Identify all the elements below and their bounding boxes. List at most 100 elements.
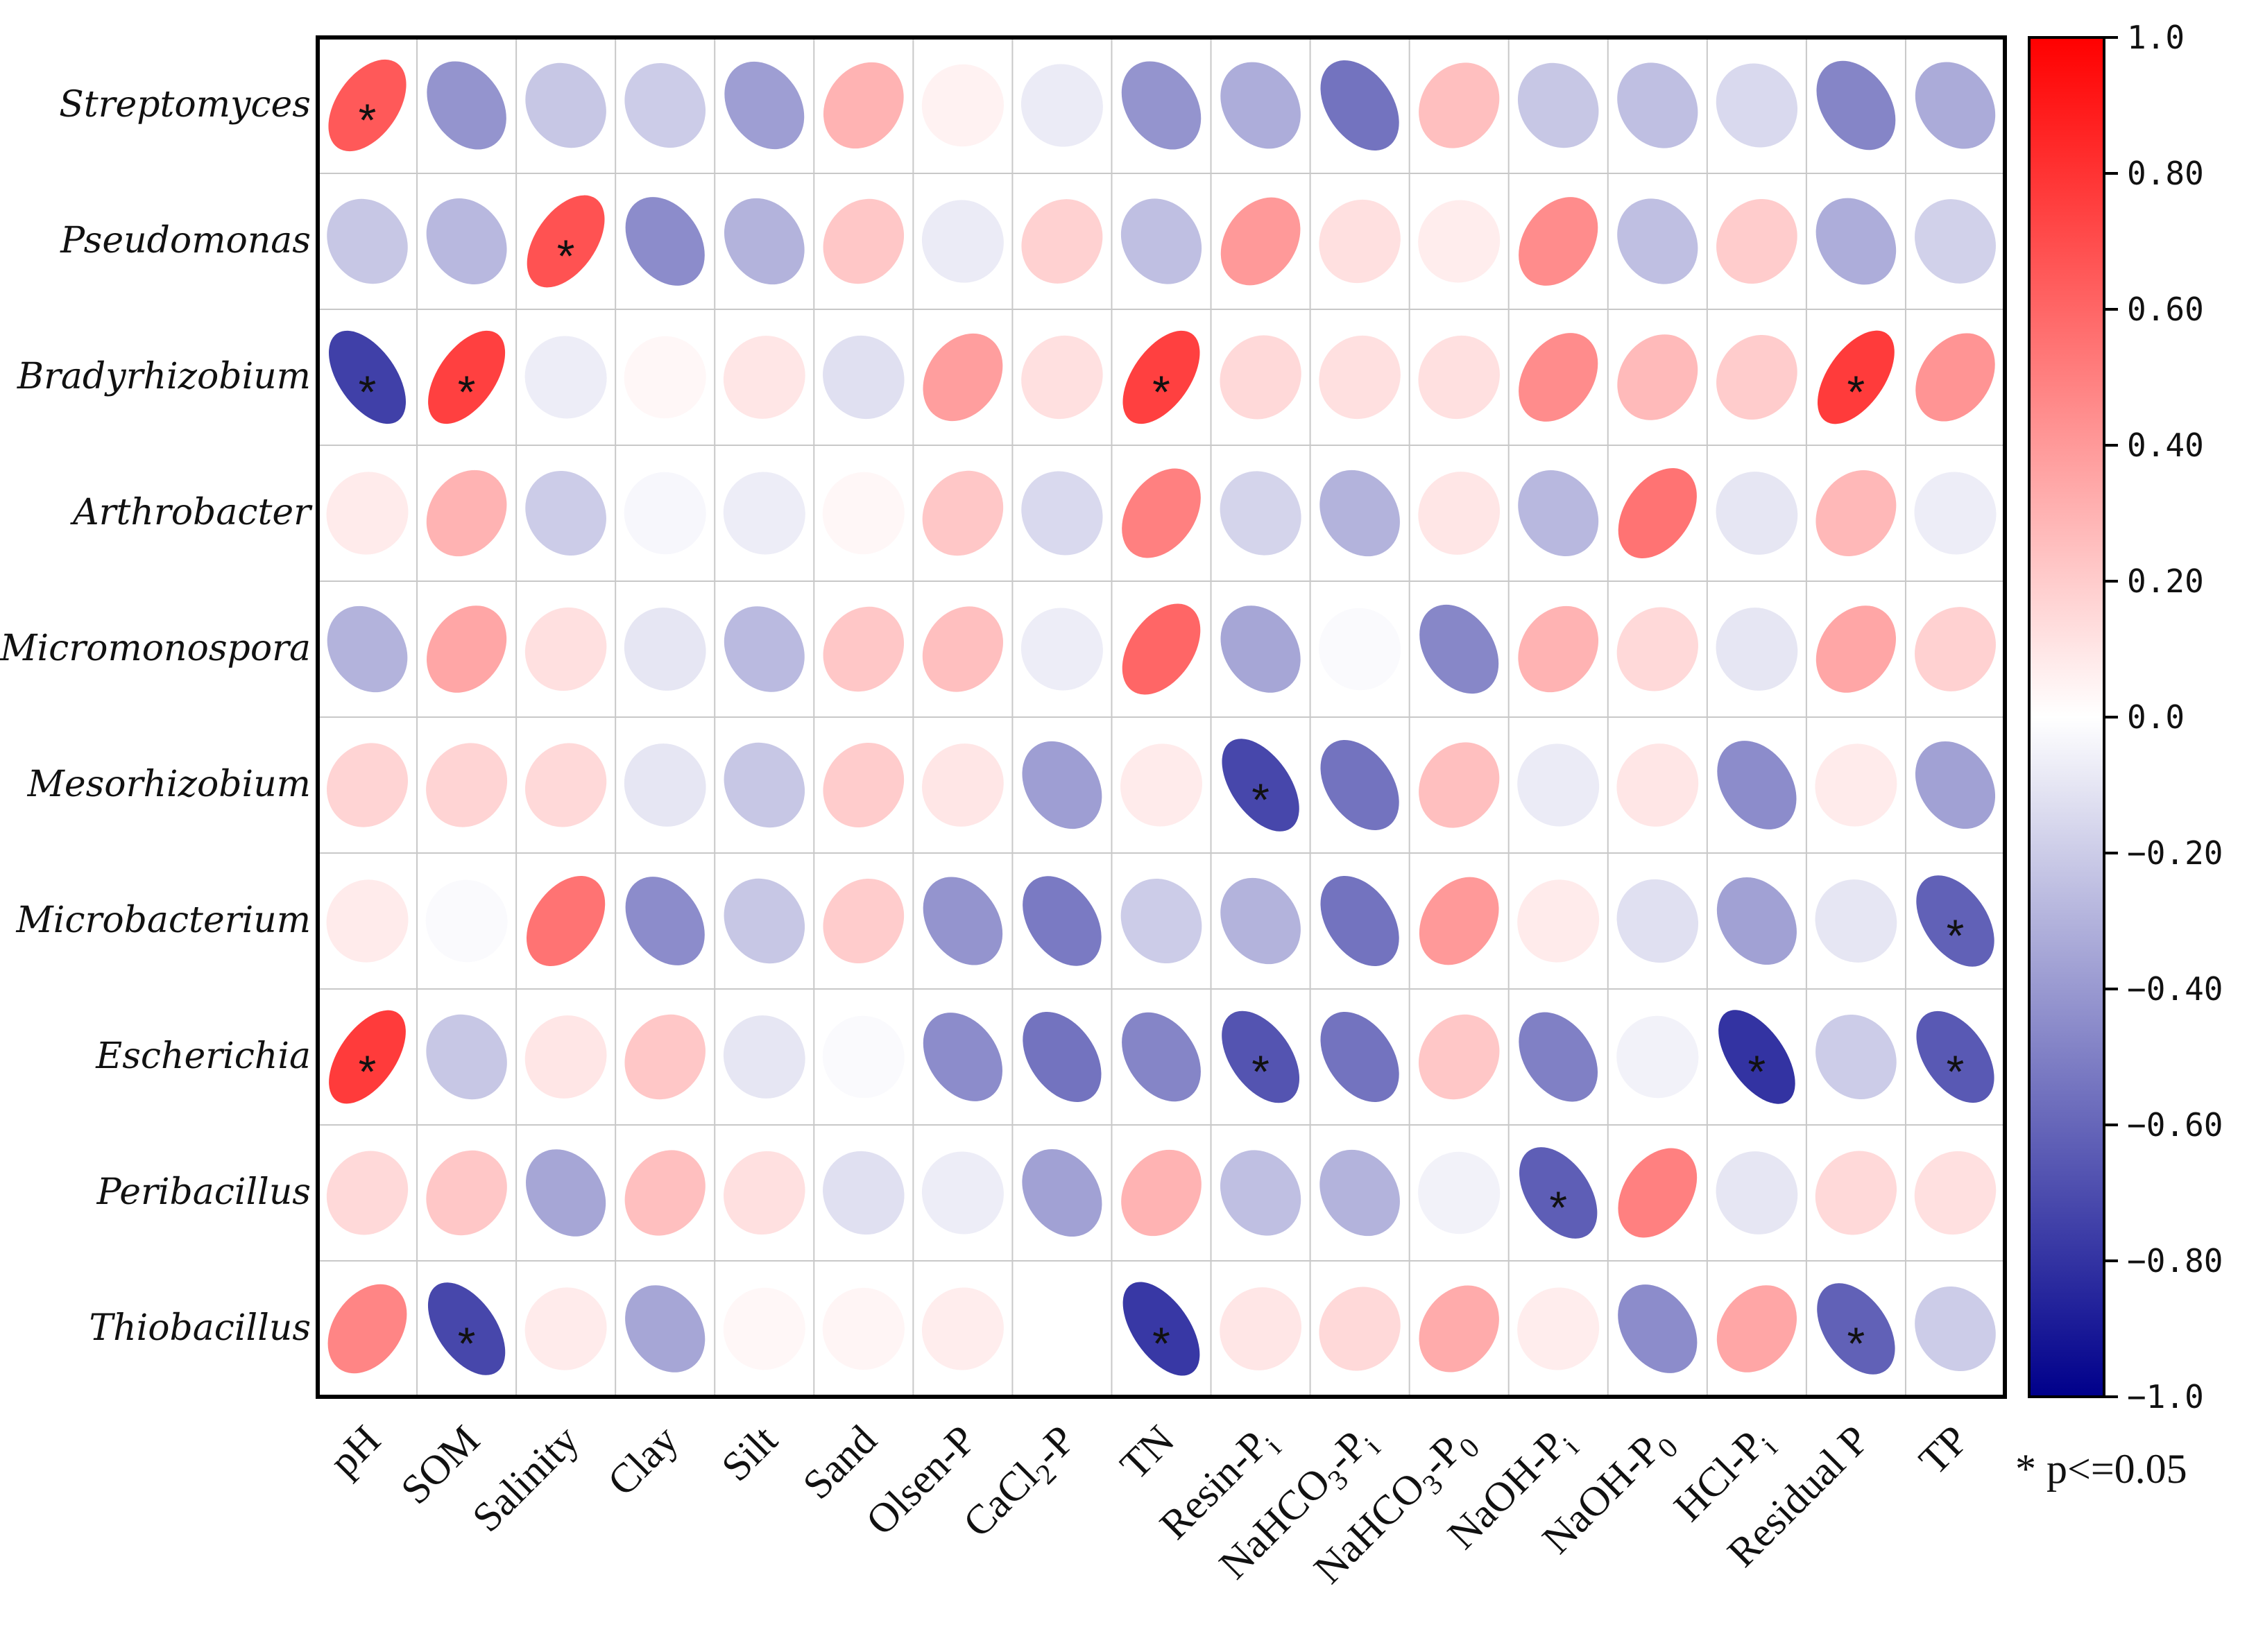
correlation-ellipse [326, 472, 409, 555]
correlation-ellipse [624, 743, 706, 827]
correlation-ellipse [1023, 876, 1102, 966]
correlation-ellipse [426, 198, 507, 284]
colorbar-tick-label: 1.0 [2127, 19, 2185, 56]
colorbar-tick-label: −1.0 [2127, 1378, 2204, 1416]
correlation-ellipse [1519, 1147, 1598, 1239]
colorbar-tick-label: 0.80 [2127, 155, 2204, 192]
correlation-ellipse [724, 742, 805, 828]
correlation-ellipse [625, 197, 705, 286]
correlation-ellipse [1816, 60, 1896, 150]
significance-star: * [1847, 1318, 1865, 1369]
correlation-ellipse [327, 743, 408, 827]
correlation-ellipse [327, 605, 408, 693]
correlation-ellipse [922, 470, 1004, 556]
correlation-ellipse [624, 336, 706, 419]
correlation-ellipse [1818, 330, 1895, 424]
correlation-ellipse [326, 879, 409, 963]
row-label: Streptomyces [59, 84, 311, 126]
significance-note: * p<=0.05 [2015, 1446, 2187, 1492]
correlation-ellipse [1718, 1010, 1795, 1104]
significance-star: * [1549, 1182, 1567, 1233]
correlation-ellipse [624, 608, 706, 691]
correlation-ellipse [1618, 467, 1697, 559]
correlation-ellipse [1319, 1149, 1400, 1237]
colorbar: 1.0 0.80 0.60 0.40 0.20 0.0 −0.20 −0.40 −0.60 −0.… [2028, 19, 2223, 1416]
correlation-ellipse [1023, 1011, 1102, 1103]
significance-star: * [1152, 366, 1170, 418]
correlation-ellipse [1716, 1151, 1798, 1234]
correlation-ellipse [427, 605, 507, 693]
correlation-ellipse [1915, 62, 1996, 149]
correlation-ellipse [1519, 333, 1598, 422]
correlation-ellipse [723, 1015, 805, 1099]
colorbar-ticks: 1.0 0.80 0.60 0.40 0.20 0.0 −0.20 −0.40 −0.60 −0.… [2104, 19, 2223, 1416]
correlation-ellipse [1120, 198, 1202, 284]
correlation-ellipse [724, 61, 805, 150]
column-label: TP [1911, 1417, 1977, 1483]
correlation-ellipse [1616, 607, 1698, 691]
correlation-ellipse [526, 1149, 606, 1237]
correlation-ellipse [823, 1151, 905, 1235]
correlation-ellipse [1616, 879, 1699, 963]
correlation-ellipse [921, 200, 1004, 283]
correlation-ellipse [1418, 335, 1500, 420]
correlation-ellipse [1717, 741, 1797, 829]
correlation-ellipse [624, 1014, 706, 1100]
correlation-ellipse [723, 336, 805, 419]
correlation-ellipse [1320, 1011, 1399, 1103]
correlation-ellipse [1418, 200, 1501, 283]
correlation-ellipse [1418, 472, 1501, 555]
column-label: CaCl2-P [955, 1417, 1089, 1551]
correlation-ellipse [525, 470, 606, 556]
correlation-ellipse [823, 335, 905, 420]
correlation-ellipse [1220, 197, 1301, 286]
correlation-ellipse [923, 877, 1003, 965]
correlation-ellipse [1716, 198, 1797, 284]
significance-star: * [1947, 910, 1965, 961]
correlation-ellipse [822, 1287, 905, 1370]
significance-star: * [1748, 1046, 1766, 1097]
correlation-ellipse [1220, 877, 1301, 965]
correlation-ellipse [1121, 61, 1202, 150]
correlation-ellipse [1716, 1285, 1797, 1373]
correlation-ellipse [1419, 1285, 1499, 1373]
correlation-ellipse [524, 743, 607, 827]
row-label: Peribacillus [96, 1171, 311, 1213]
correlation-ellipse [1815, 743, 1897, 827]
row-labels: Streptomyces Pseudomonas Bradyrhizobium Art… [0, 84, 313, 1349]
correlation-ellipse [1517, 62, 1599, 148]
correlation-ellipse [923, 333, 1003, 422]
correlation-ellipse [1616, 1015, 1699, 1099]
correlation-ellipse [823, 878, 905, 964]
correlation-ellipse [1319, 199, 1401, 284]
colorbar-tick-label: 0.0 [2127, 698, 2185, 736]
correlation-ellipse [1021, 471, 1103, 556]
correlation-ellipse [723, 1287, 805, 1370]
row-label: Arthrobacter [70, 492, 313, 533]
correlation-ellipse [625, 1285, 706, 1373]
correlation-ellipse [1122, 330, 1200, 424]
correlation-ellipse [1319, 335, 1401, 420]
correlation-ellipse [1122, 603, 1201, 695]
correlation-ellipse [1020, 608, 1103, 691]
correlation-ellipse [426, 1150, 507, 1236]
correlation-ellipse [1716, 334, 1797, 420]
significance-star: * [359, 366, 377, 418]
column-label: Salinity [463, 1417, 588, 1541]
correlation-ellipse [1320, 875, 1399, 967]
correlation-ellipse [524, 1015, 607, 1099]
correlation-ellipse [1022, 741, 1102, 829]
correlation-ellipse [1021, 335, 1103, 420]
correlation-ellipse [329, 330, 406, 424]
correlation-ellipse [1617, 62, 1698, 148]
correlation-ellipse [624, 472, 706, 555]
row-label: Mesorhizobium [27, 764, 311, 805]
correlation-ellipse [921, 64, 1004, 147]
correlation-ellipse [1916, 875, 1994, 967]
correlation-ellipse [1815, 1151, 1897, 1235]
correlation-ellipse [1716, 63, 1798, 148]
correlation-ellipse [1222, 739, 1299, 832]
column-label: pH [321, 1417, 389, 1486]
